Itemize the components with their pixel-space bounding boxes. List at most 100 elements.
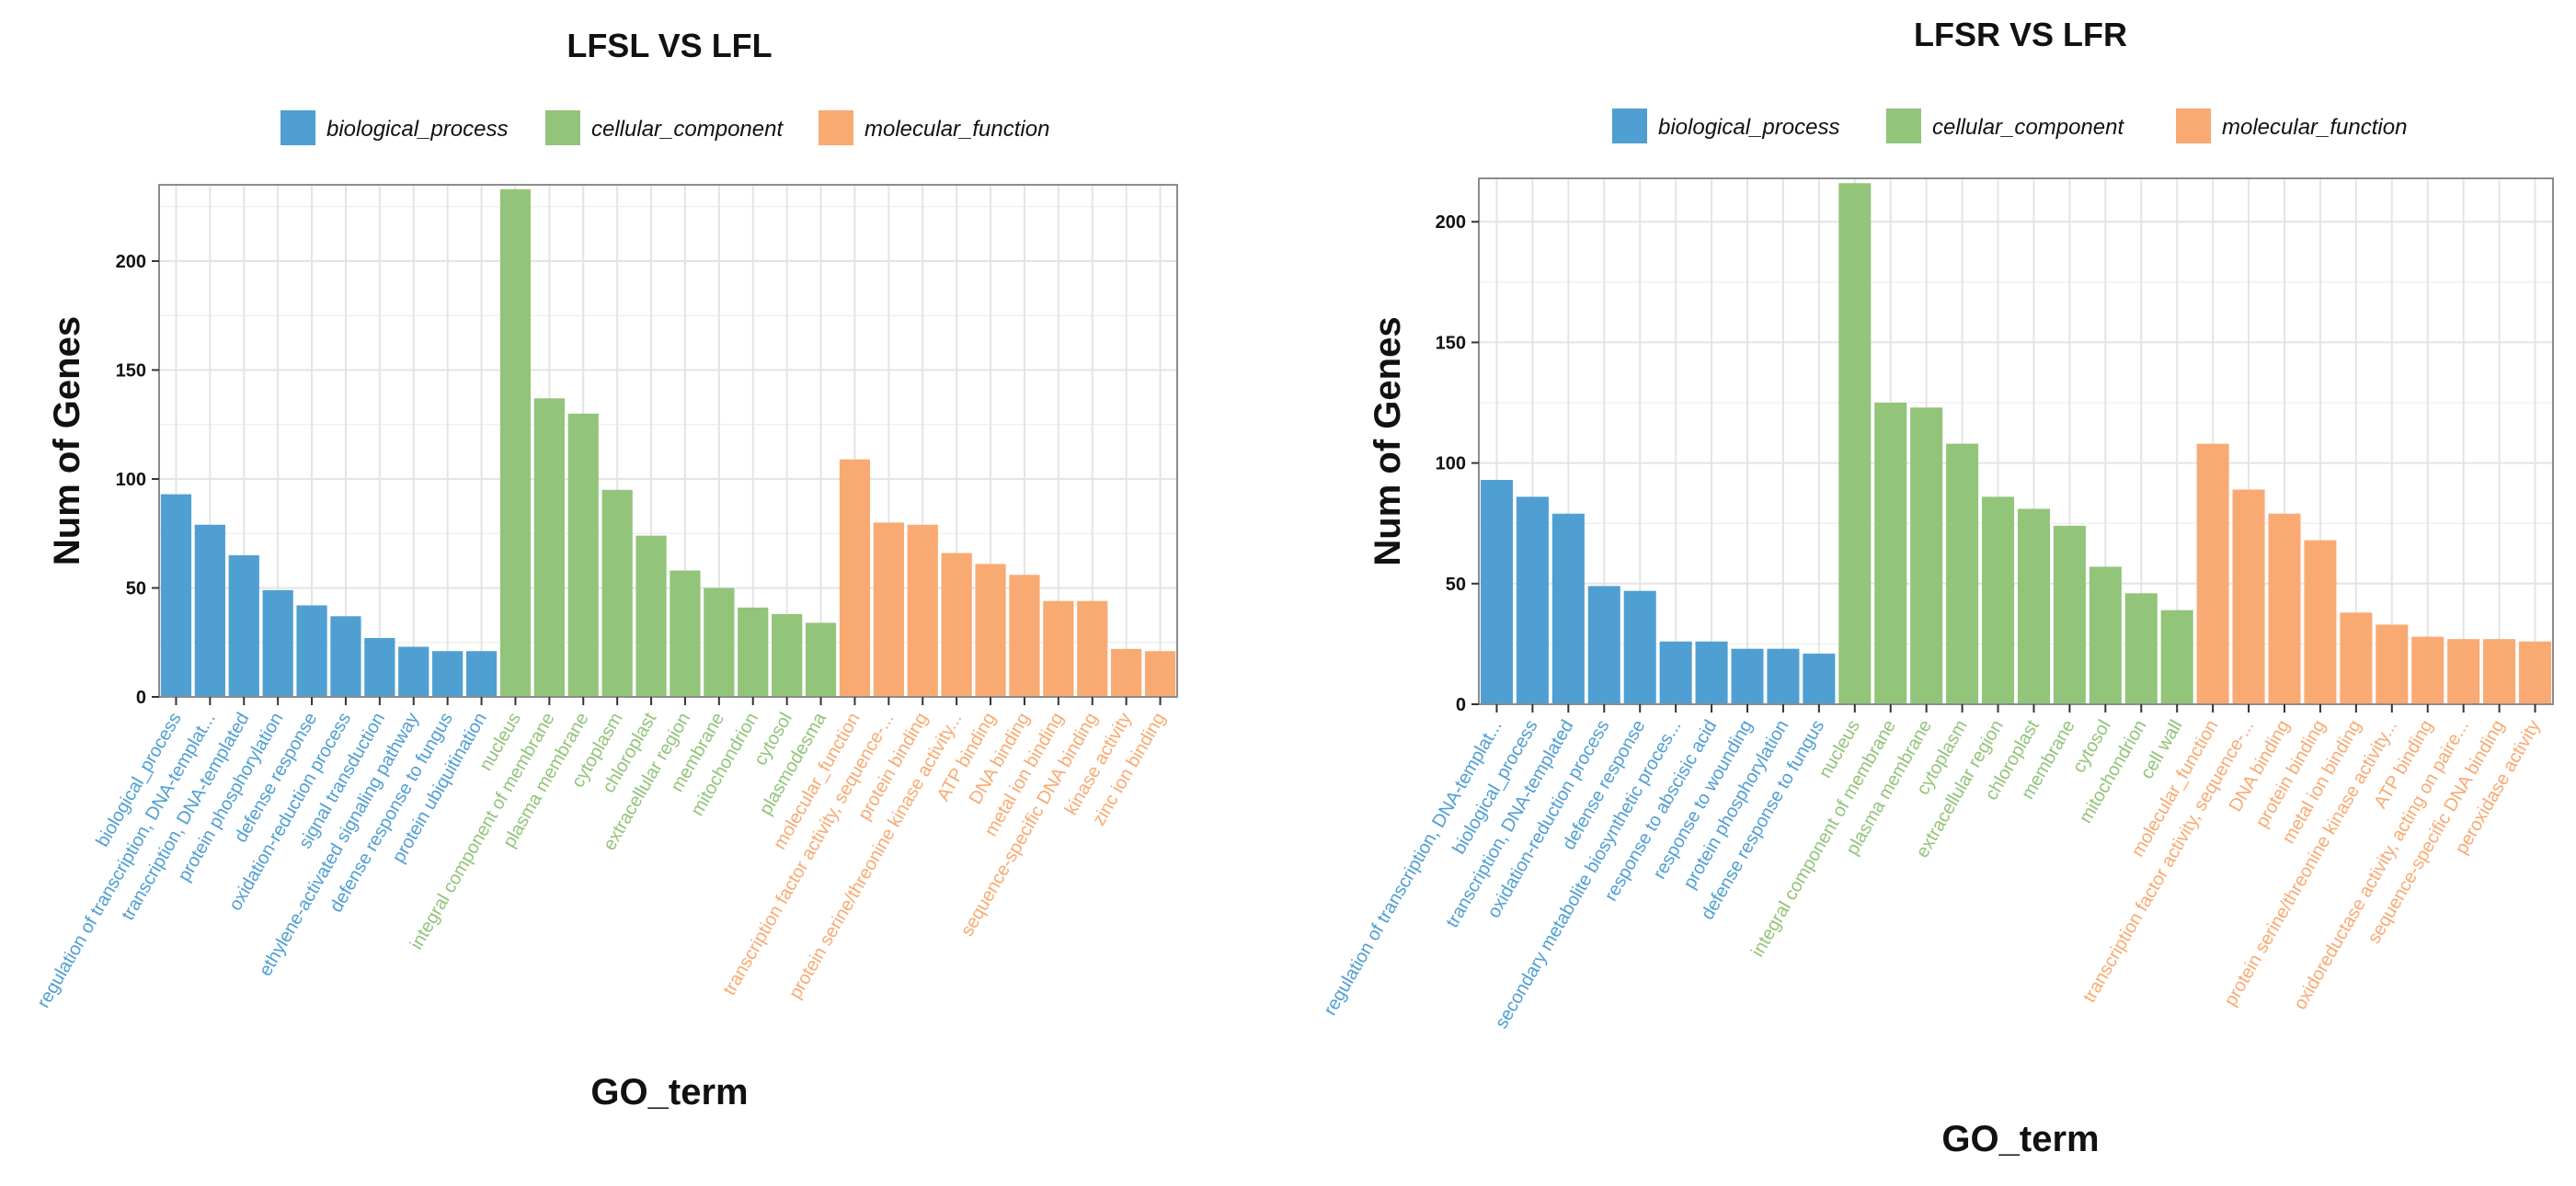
- bar-29: [2483, 639, 2516, 704]
- bar-23: [907, 524, 938, 697]
- bar-8: [398, 646, 429, 697]
- x-axis-title: GO_term: [1941, 1119, 2099, 1159]
- bar-12: [533, 398, 565, 697]
- y-tick-label: 200: [116, 252, 146, 272]
- bar-13: [567, 413, 599, 697]
- bar-18: [738, 607, 769, 697]
- bar-17: [2053, 525, 2086, 704]
- bar-27: [2411, 636, 2444, 704]
- bar-5: [1623, 590, 1656, 704]
- grid: [1479, 178, 2553, 705]
- legend-label-molecular-function: molecular_function: [2222, 115, 2407, 140]
- plot-area: [159, 185, 1177, 697]
- plot-area: [1479, 178, 2553, 704]
- bar-14: [601, 489, 633, 697]
- bar-10: [1803, 653, 1836, 704]
- bar-20: [805, 622, 837, 697]
- y-axis-title: Num of Genes: [1368, 316, 1408, 565]
- y-tick-label: 0: [136, 688, 146, 708]
- bar-13: [1910, 407, 1943, 704]
- bar-5: [296, 605, 327, 697]
- legend-swatch-biological-process: [280, 110, 315, 145]
- bar-29: [1111, 648, 1142, 697]
- legend-label-biological-process: biological_process: [1658, 115, 1839, 140]
- bar-4: [262, 589, 293, 697]
- bar-28: [2447, 639, 2480, 704]
- bar-19: [2124, 593, 2158, 704]
- chart-title: LFSL VS LFL: [567, 27, 772, 64]
- bar-21: [2196, 443, 2229, 704]
- legend-swatch-cellular-component: [1886, 108, 1921, 143]
- legend-label-molecular-function: molecular_function: [864, 117, 1049, 142]
- bar-18: [2089, 566, 2122, 704]
- y-tick-label: 50: [1446, 575, 1466, 595]
- bar-27: [1043, 600, 1074, 697]
- bar-26: [2376, 624, 2409, 704]
- y-tick-label: 0: [1456, 695, 1466, 715]
- y-tick-label: 200: [1436, 212, 1466, 233]
- y-tick-label: 150: [116, 360, 146, 381]
- y-tick-label: 100: [116, 470, 146, 490]
- legend-swatch-cellular-component: [545, 110, 580, 145]
- bar-28: [1077, 600, 1108, 697]
- legend-label-cellular-component: cellular_component: [591, 117, 784, 142]
- bar-9: [432, 651, 464, 697]
- bar-3: [228, 554, 259, 697]
- bar-20: [2160, 610, 2193, 704]
- bar-11: [1838, 183, 1872, 705]
- plot-frame: [158, 184, 1178, 698]
- plot-frame: [1478, 177, 2554, 705]
- legend-swatch-molecular-function: [819, 110, 853, 145]
- bar-10: [465, 651, 498, 697]
- bar-12: [1874, 403, 1907, 704]
- bars: [160, 188, 1176, 698]
- bar-8: [1731, 648, 1764, 704]
- legend-swatch-molecular-function: [2176, 108, 2211, 143]
- bar-15: [1982, 496, 2015, 704]
- bar-16: [2017, 508, 2050, 704]
- y-axis: 0 50 100 150 200: [116, 252, 159, 708]
- bar-7: [364, 638, 395, 697]
- bar-1: [1480, 479, 1513, 704]
- bar-22: [873, 522, 904, 697]
- bar-2: [194, 524, 225, 697]
- bars: [1480, 183, 2552, 705]
- bar-3: [1551, 513, 1585, 704]
- legend-label-biological-process: biological_process: [326, 117, 508, 142]
- bar-6: [1659, 641, 1692, 704]
- x-axis-title: GO_term: [590, 1072, 748, 1112]
- bar-14: [1946, 443, 1979, 704]
- bar-11: [499, 188, 532, 698]
- bar-1: [160, 494, 192, 697]
- bar-30: [2519, 641, 2552, 704]
- bar-7: [1695, 641, 1728, 704]
- bar-6: [330, 616, 361, 697]
- y-axis-title: Num of Genes: [47, 316, 87, 565]
- bar-16: [670, 570, 701, 697]
- legend-swatch-biological-process: [1612, 108, 1647, 143]
- bar-15: [635, 535, 667, 697]
- bar-25: [975, 564, 1006, 697]
- bar-9: [1767, 648, 1800, 704]
- y-tick-label: 50: [126, 578, 146, 599]
- bar-30: [1144, 651, 1176, 697]
- bar-22: [2232, 489, 2265, 704]
- legend: biological_process cellular_component mole…: [1612, 108, 2407, 143]
- bar-25: [2340, 612, 2373, 704]
- bar-24: [941, 553, 972, 697]
- y-tick-label: 100: [1436, 454, 1466, 474]
- legend-label-cellular-component: cellular_component: [1932, 115, 2124, 140]
- bar-24: [2304, 540, 2337, 704]
- bar-23: [2268, 513, 2301, 704]
- y-axis: 0 50 100 150 200: [1436, 212, 1479, 715]
- bar-26: [1009, 575, 1040, 697]
- legend: biological_process cellular_component mole…: [280, 110, 1049, 145]
- bar-2: [1516, 496, 1549, 704]
- chart-panel-lfsr-vs-lfr: LFSR VS LFR biological_process cellular_co…: [1320, 16, 2554, 1159]
- chart-title: LFSR VS LFR: [1914, 16, 2127, 53]
- bar-4: [1587, 586, 1620, 704]
- bar-21: [839, 459, 871, 697]
- y-tick-label: 150: [1436, 333, 1466, 353]
- bar-17: [704, 587, 735, 697]
